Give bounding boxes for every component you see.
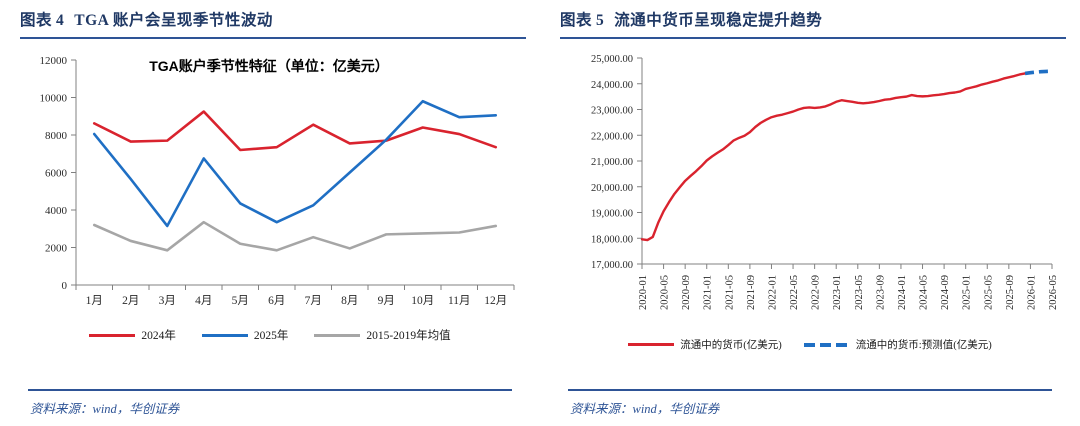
exhibit-5-title: 流通中货币呈现稳定提升趋势 — [614, 12, 823, 29]
x-axis-tick-label: 2026-01 — [1026, 275, 1037, 310]
x-axis-tick-label: 2025-05 — [983, 275, 994, 310]
legend-swatch-2025 — [201, 333, 248, 337]
currency-chart-legend: 流通中的货币(亿美元) 流通中的货币:预测值(亿美元) — [554, 337, 1066, 352]
x-axis-tick-label: 12月 — [484, 295, 507, 307]
exhibit-5-title-line: 图表 5 流通中货币呈现稳定提升趋势 — [560, 8, 1066, 30]
x-axis-tick-label: 2023-01 — [832, 275, 843, 310]
x-axis-tick-label: 2021-01 — [703, 275, 714, 310]
legend-item-2024[interactable]: 2024年 — [89, 327, 176, 343]
x-axis-tick-label: 6月 — [268, 295, 285, 307]
y-axis-tick-label: 21,000.00 — [591, 157, 633, 168]
tga-chart-canvas: 0 2000 4000 6000 8000 10000 12000 1月 2月 3月 4月 5月 6月 7… — [40, 55, 515, 307]
x-axis-tick-label: 2021-05 — [724, 275, 735, 310]
currency-chart-canvas: 17,000.00 18,000.00 19,000.00 20,000.00 21,0… — [591, 54, 1059, 310]
exhibit-5-label: 图表 — [560, 12, 593, 29]
x-axis-tick-label: 2023-09 — [875, 275, 886, 310]
legend-swatch-avg — [314, 333, 361, 337]
y-axis-tick-label: 10000 — [40, 93, 68, 105]
series-line-2024年 — [92, 110, 498, 152]
x-axis-tick-label: 11月 — [448, 295, 471, 307]
legend-item-avg[interactable]: 2015-2019年均值 — [314, 327, 451, 343]
tga-chart-title: TGA账户季节性特征（单位：亿美元） — [149, 58, 389, 74]
legend-label-2025: 2025年 — [253, 330, 289, 342]
x-axis-tick-label: 5月 — [232, 295, 249, 307]
y-axis-tick-label: 2000 — [45, 243, 68, 255]
exhibit-5-source: 资料来源：wind，华创证券 — [570, 402, 720, 416]
x-axis-tick-label: 2022-09 — [811, 275, 822, 310]
exhibit-4-source: 资料来源：wind，华创证券 — [30, 402, 180, 416]
exhibit-4-header: 图表 4 TGA 账户会呈现季节性波动 — [14, 0, 526, 45]
y-axis-tick-label: 4000 — [45, 205, 68, 217]
x-axis-tick-label: 2020-05 — [660, 275, 671, 310]
x-axis-tick-label: 2020-09 — [681, 275, 692, 310]
legend-item-2025[interactable]: 2025年 — [201, 327, 289, 343]
x-axis-tick-label: 2022-01 — [767, 275, 778, 310]
x-axis-tick-label: 2024-09 — [940, 275, 951, 310]
legend-item-currency-actual[interactable]: 流通中的货币(亿美元) — [628, 337, 782, 352]
x-axis-tick-label: 1月 — [86, 295, 103, 307]
x-axis-tick-label: 2月 — [122, 295, 139, 307]
legend-swatch-currency-forecast — [803, 342, 850, 347]
y-axis-tick-label: 12000 — [40, 55, 68, 67]
x-axis-tick-label: 2022-05 — [789, 275, 800, 310]
y-axis-tick-label: 17,000.00 — [591, 260, 633, 271]
x-axis-tick-label: 2021-09 — [746, 275, 757, 310]
legend-label-avg: 2015-2019年均值 — [366, 330, 451, 342]
x-axis-tick-label: 2025-09 — [1005, 275, 1016, 310]
x-axis-tick-label: 2023-05 — [854, 275, 865, 310]
legend-label-2024: 2024年 — [141, 330, 176, 342]
exhibit-4-rule — [20, 37, 526, 39]
exhibit-4-number: 4 — [56, 12, 65, 29]
legend-label-currency-actual: 流通中的货币(亿美元) — [680, 340, 782, 351]
x-axis-tick-label: 4月 — [195, 295, 212, 307]
exhibit-4-label: 图表 — [20, 12, 53, 29]
panel-exhibit-4: 图表 4 TGA 账户会呈现季节性波动 TGA账户季节性特征（单位：亿美元） 0 20… — [14, 0, 526, 416]
exhibit-4-title: TGA 账户会呈现季节性波动 — [74, 12, 273, 29]
x-axis-tick-label: 2024-01 — [897, 275, 908, 310]
exhibit-4-footer-rule — [28, 389, 512, 391]
y-axis-tick-label: 8000 — [45, 130, 68, 142]
exhibit-5-footer-rule — [568, 389, 1052, 391]
y-axis-tick-label: 19,000.00 — [591, 209, 633, 220]
exhibit-5-header: 图表 5 流通中货币呈现稳定提升趋势 — [554, 0, 1066, 45]
y-axis-tick-label: 0 — [62, 280, 68, 292]
series-line-currency-actual — [640, 72, 1027, 242]
x-axis-tick-label: 9月 — [378, 295, 395, 307]
panel-exhibit-5: 图表 5 流通中货币呈现稳定提升趋势 17,000.00 18,000.00 19,00… — [540, 0, 1080, 426]
series-line-2025年 — [92, 99, 498, 228]
legend-swatch-2024 — [89, 333, 136, 337]
currency-circulation-chart: 17,000.00 18,000.00 19,000.00 20,000.00 21,0… — [554, 42, 1066, 372]
x-axis-tick-label: 2026-05 — [1048, 275, 1059, 310]
series-line-2015-2019年均值 — [92, 220, 498, 252]
legend-item-currency-forecast[interactable]: 流通中的货币:预测值(亿美元) — [803, 337, 992, 352]
y-axis-tick-label: 22,000.00 — [591, 131, 633, 142]
y-axis-tick-label: 6000 — [45, 168, 68, 180]
x-axis-tick-label: 2020-01 — [638, 275, 649, 310]
legend-label-currency-forecast: 流通中的货币:预测值(亿美元) — [855, 340, 992, 351]
exhibit-4-title-line: 图表 4 TGA 账户会呈现季节性波动 — [20, 8, 526, 30]
legend-swatch-currency-actual — [628, 343, 675, 346]
tga-chart-legend: 2024年 2025年 2015-2019年均值 — [14, 327, 526, 343]
exhibit-5-number: 5 — [596, 12, 605, 29]
x-axis-tick-label: 2024-05 — [919, 275, 930, 310]
exhibit-5-rule — [560, 37, 1066, 39]
x-axis-tick-label: 2025-01 — [962, 275, 973, 310]
y-axis-tick-label: 25,000.00 — [591, 54, 633, 65]
y-axis-tick-label: 24,000.00 — [591, 80, 633, 91]
x-axis-tick-label: 10月 — [411, 295, 434, 307]
y-axis-tick-label: 18,000.00 — [591, 234, 633, 245]
y-axis-tick-label: 23,000.00 — [591, 106, 633, 117]
x-axis-tick-label: 7月 — [305, 295, 322, 307]
series-line-currency-forecast — [1024, 69, 1053, 76]
y-axis-tick-label: 20,000.00 — [591, 183, 633, 194]
x-axis-tick-label: 8月 — [341, 295, 358, 307]
x-axis-tick-label: 3月 — [159, 295, 176, 307]
tga-seasonal-chart: TGA账户季节性特征（单位：亿美元） 0 2000 4000 6000 8000 1000… — [14, 42, 526, 372]
